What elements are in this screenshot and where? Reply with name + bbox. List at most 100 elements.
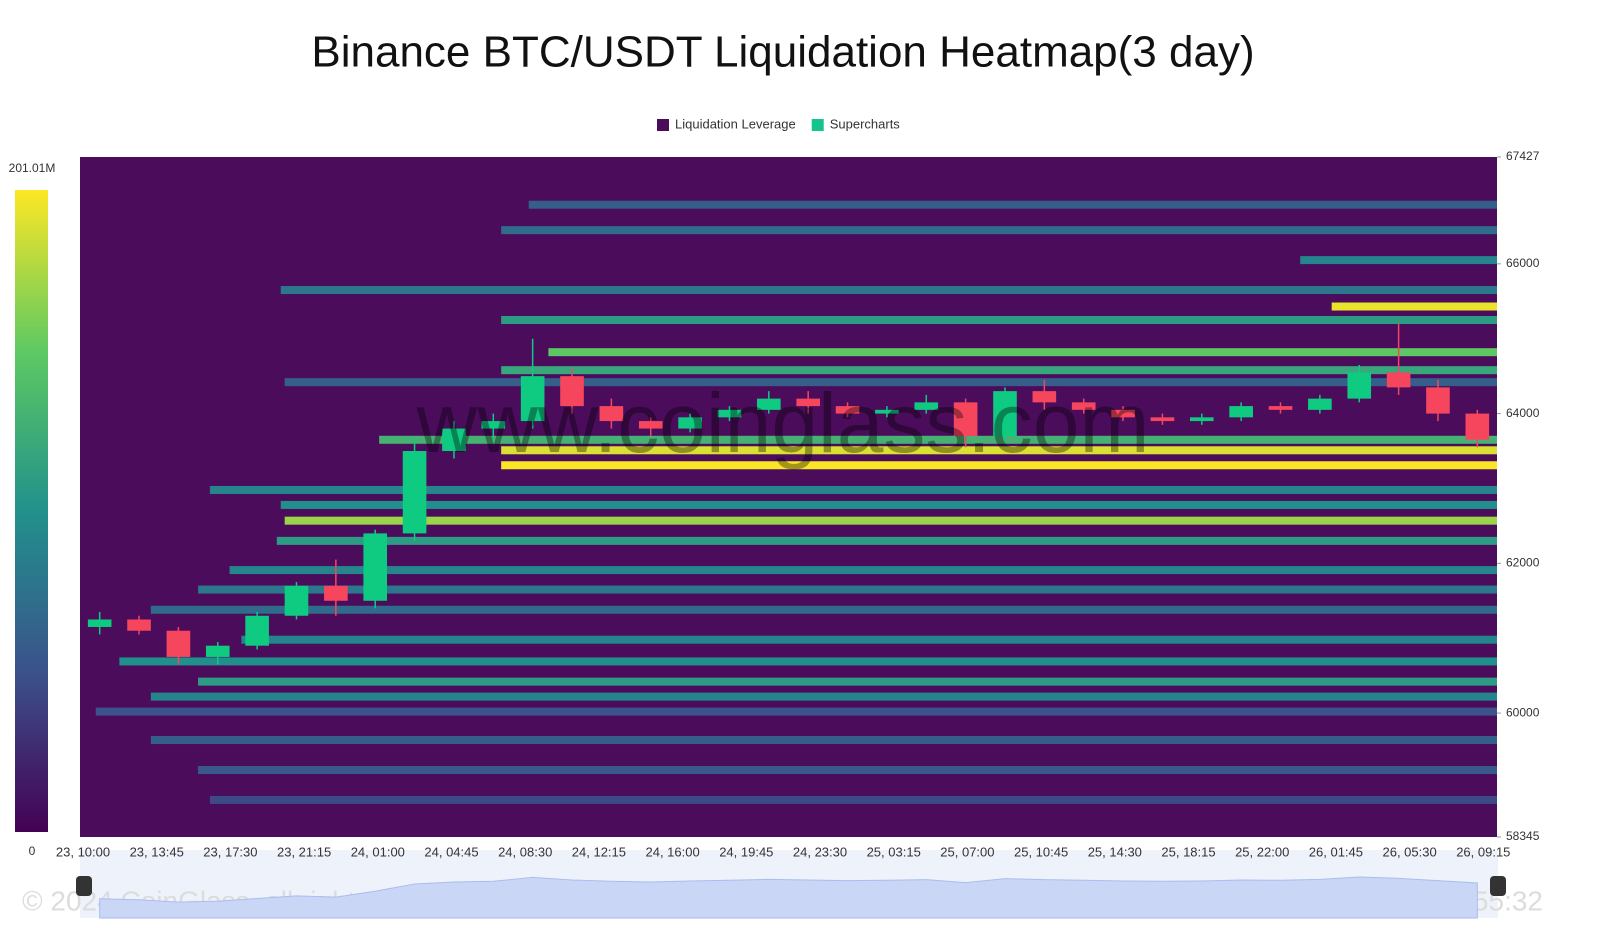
heatmap-band [501, 366, 1497, 375]
heatmap-band [209, 485, 1497, 494]
candle-body [166, 630, 191, 657]
watermark: www.coinglass.com [416, 376, 1150, 470]
candle-body [835, 406, 860, 414]
x-tick-label: 23, 21:15 [277, 844, 331, 859]
legend-swatch[interactable] [811, 119, 824, 131]
color-bar-min: 0 [29, 844, 36, 858]
candle-body [953, 402, 978, 437]
candle-body [717, 409, 742, 418]
heatmap-band [276, 536, 1497, 545]
x-tick-label: 24, 16:00 [645, 844, 699, 859]
candle-body [1111, 409, 1135, 418]
y-tick-label: 66000 [1506, 256, 1540, 270]
heatmap-band [198, 677, 1497, 686]
x-tick-label: 25, 10:45 [1014, 844, 1068, 859]
candle-body [324, 585, 348, 601]
x-tick-label: 23, 13:45 [130, 844, 184, 859]
candle-body [442, 428, 466, 452]
candle-body [481, 421, 506, 429]
x-tick-label: 25, 14:30 [1088, 844, 1142, 859]
heatmap-band [501, 461, 1497, 470]
candle-body [678, 417, 702, 429]
x-tick-label: 26, 01:45 [1309, 844, 1363, 859]
candle-body [875, 409, 899, 414]
x-tick-label: 26, 09:15 [1456, 844, 1510, 859]
heatmap-band [548, 348, 1497, 357]
y-tick-label: 64000 [1506, 406, 1540, 420]
candle-body [796, 398, 820, 407]
legend-label[interactable]: Supercharts [830, 116, 901, 131]
candle-body [402, 451, 427, 534]
candle-body [127, 619, 151, 631]
heatmap-band [150, 736, 1497, 745]
candle-body [599, 406, 624, 422]
heatmap-band [284, 516, 1497, 525]
heatmap-band [95, 707, 1497, 716]
heatmap-band [198, 765, 1497, 774]
heatmap-band [241, 635, 1497, 644]
candle-body [520, 376, 545, 422]
candle-body [1229, 406, 1253, 418]
x-tick-label: 25, 18:15 [1161, 844, 1215, 859]
x-tick-label: 24, 04:45 [424, 844, 478, 859]
candle-body [1268, 406, 1293, 410]
heatmap-band [528, 200, 1497, 209]
candle-body [993, 391, 1017, 437]
x-tick-label: 25, 07:00 [940, 844, 994, 859]
heatmap-band [280, 500, 1497, 509]
heatmap-band [284, 378, 1497, 387]
heatmap-band [119, 657, 1497, 666]
legend-swatch[interactable] [657, 119, 669, 131]
candle-body [1032, 391, 1057, 403]
candle-body [757, 398, 781, 410]
color-bar-max: 201.01M [9, 161, 56, 175]
candle-body [1386, 372, 1411, 388]
navigator-handle[interactable] [1490, 876, 1506, 896]
candle-body [638, 421, 663, 429]
heatmap-band [280, 286, 1497, 295]
x-tick-label: 24, 23:30 [793, 844, 847, 859]
candle-body [1308, 398, 1332, 410]
candle-body [245, 615, 269, 646]
y-tick-label: 58345 [1506, 829, 1540, 843]
candle-body [1426, 387, 1450, 414]
heatmap-band [150, 605, 1497, 614]
candle-body [1071, 402, 1096, 410]
navigator-handle[interactable] [76, 876, 92, 896]
heatmap-band [1300, 256, 1497, 265]
heatmap-band [501, 226, 1497, 235]
navigator-area [99, 876, 1478, 919]
candle-body [1189, 417, 1214, 422]
x-tick-label: 23, 17:30 [203, 844, 257, 859]
chart-title: Binance BTC/USDT Liquidation Heatmap(3 d… [311, 28, 1254, 77]
heatmap-band [379, 435, 1497, 444]
candle-body [1347, 372, 1372, 399]
candle-body [914, 402, 939, 410]
candle-body [205, 645, 230, 657]
x-tick-label: 24, 19:45 [719, 844, 773, 859]
legend-label[interactable]: Liquidation Leverage [675, 116, 796, 131]
heatmap-band [198, 585, 1497, 594]
heatmap-band [501, 315, 1497, 324]
y-tick-label: 67427 [1506, 149, 1540, 163]
x-tick-label: 24, 12:15 [572, 844, 626, 859]
heatmap-band [209, 795, 1497, 804]
y-tick-label: 62000 [1506, 556, 1540, 570]
heatmap-band [150, 692, 1497, 701]
heatmap-band [1331, 302, 1497, 311]
candle-body [560, 376, 584, 407]
candle-body [284, 585, 309, 616]
x-tick-label: 25, 03:15 [867, 844, 921, 859]
x-tick-label: 24, 08:30 [498, 844, 552, 859]
candle-body [363, 533, 388, 601]
candle-body [1465, 413, 1490, 440]
x-tick-label: 25, 22:00 [1235, 844, 1289, 859]
heatmap-band [501, 446, 1497, 455]
plot-area [80, 157, 1497, 837]
x-tick-label: 26, 05:30 [1382, 844, 1436, 859]
x-tick-label: 24, 01:00 [351, 844, 405, 859]
y-tick-label: 60000 [1506, 705, 1540, 719]
color-bar [15, 190, 48, 832]
x-tick-label: 23, 10:00 [56, 844, 110, 859]
